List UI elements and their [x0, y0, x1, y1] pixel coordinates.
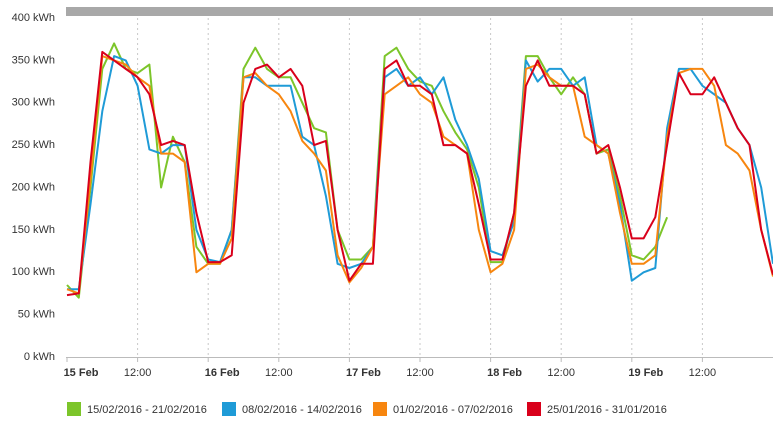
- y-tick-label: 0 kWh: [24, 351, 55, 363]
- navigator-bar: [66, 7, 773, 16]
- legend-label: 15/02/2016 - 21/02/2016: [87, 404, 207, 416]
- x-tick-label: 12:00: [265, 367, 293, 379]
- x-tick-label: 17 Feb: [346, 367, 381, 379]
- x-tick-label: 12:00: [124, 367, 152, 379]
- legend-swatch: [373, 402, 387, 416]
- legend-swatch: [67, 402, 81, 416]
- legend-swatch: [222, 402, 236, 416]
- y-tick-label: 350 kWh: [12, 54, 55, 66]
- series-line: [66, 55, 773, 295]
- x-tick-label: 18 Feb: [487, 367, 522, 379]
- y-tick-label: 300 kWh: [12, 97, 55, 109]
- legend-label: 25/01/2016 - 31/01/2016: [547, 404, 667, 416]
- legend-swatch: [527, 402, 541, 416]
- y-tick-label: 250 kWh: [12, 139, 55, 151]
- x-tick-label: 15 Feb: [64, 367, 99, 379]
- series-line: [66, 42, 669, 299]
- x-tick-label: 12:00: [406, 367, 434, 379]
- y-tick-label: 50 kWh: [18, 309, 55, 321]
- x-tick-label: 12:00: [547, 367, 575, 379]
- x-tick-label: 19 Feb: [628, 367, 663, 379]
- y-tick-label: 400 kWh: [12, 12, 55, 24]
- legend-label: 08/02/2016 - 14/02/2016: [242, 404, 362, 416]
- y-tick-label: 150 kWh: [12, 224, 55, 236]
- series-line: [66, 50, 773, 297]
- y-tick-label: 100 kWh: [12, 266, 55, 278]
- y-tick-label: 200 kWh: [12, 181, 55, 193]
- x-tick-label: 16 Feb: [205, 367, 240, 379]
- legend-label: 01/02/2016 - 07/02/2016: [393, 404, 513, 416]
- x-tick-label: 12:00: [689, 367, 717, 379]
